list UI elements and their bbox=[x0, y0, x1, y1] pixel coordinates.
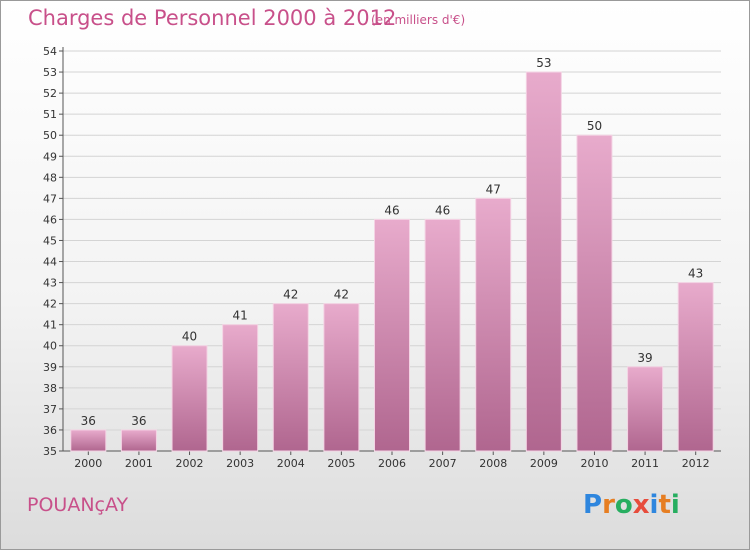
data-label: 46 bbox=[435, 203, 450, 217]
bar bbox=[374, 218, 410, 452]
y-tick-label: 40 bbox=[43, 340, 57, 353]
x-tick-label: 2011 bbox=[631, 457, 659, 470]
y-tick-label: 49 bbox=[43, 150, 57, 163]
chart-title: Charges de Personnel 2000 à 2012 bbox=[28, 6, 397, 30]
y-tick-label: 43 bbox=[43, 277, 57, 290]
data-label: 50 bbox=[587, 119, 602, 133]
bar bbox=[120, 429, 157, 452]
data-label: 42 bbox=[334, 288, 349, 302]
y-tick-label: 42 bbox=[43, 298, 57, 311]
bar bbox=[475, 197, 512, 452]
y-tick-label: 41 bbox=[43, 319, 57, 332]
x-tick-label: 2004 bbox=[277, 457, 305, 470]
x-tick-label: 2002 bbox=[176, 457, 204, 470]
bar bbox=[424, 218, 461, 452]
y-tick-label: 47 bbox=[43, 192, 57, 205]
logo-letter: i bbox=[670, 490, 680, 520]
x-tick-label: 2008 bbox=[479, 457, 507, 470]
logo-letter: r bbox=[602, 490, 615, 520]
bar bbox=[627, 366, 664, 452]
bar bbox=[525, 71, 562, 452]
data-label: 39 bbox=[637, 351, 652, 365]
chart-subtitle: (en milliers d'€) bbox=[371, 13, 466, 27]
bars bbox=[70, 71, 714, 452]
data-label: 47 bbox=[486, 182, 501, 196]
logo-letter: t bbox=[658, 490, 671, 520]
x-tick-label: 2007 bbox=[429, 457, 457, 470]
town-name: POUANçAY bbox=[27, 494, 129, 516]
y-tick-label: 44 bbox=[43, 256, 57, 269]
bar bbox=[677, 282, 714, 452]
x-tick-label: 2006 bbox=[378, 457, 406, 470]
x-tick-label: 2003 bbox=[226, 457, 254, 470]
data-label: 46 bbox=[384, 203, 399, 217]
labels: 35 36 37 38 39 40 41 42 43 44 45 46 47 48 49 50 51 52 53 54… bbox=[43, 45, 710, 470]
x-tick-label: 2009 bbox=[530, 457, 558, 470]
x-tick-label: 2012 bbox=[682, 457, 710, 470]
x-tick-label: 2000 bbox=[74, 457, 102, 470]
bar bbox=[576, 134, 613, 452]
x-tick-label: 2005 bbox=[327, 457, 355, 470]
y-tick-label: 53 bbox=[43, 66, 57, 79]
y-tick-label: 48 bbox=[43, 171, 57, 184]
logo-letter: o bbox=[614, 490, 633, 520]
y-tick-label: 45 bbox=[43, 234, 57, 247]
x-tick-label: 2010 bbox=[580, 457, 608, 470]
y-tick-label: 38 bbox=[43, 382, 57, 395]
proxiti-logo: Proxiti bbox=[583, 490, 680, 520]
bar bbox=[323, 303, 360, 452]
y-tick-label: 36 bbox=[43, 424, 57, 437]
bar bbox=[70, 429, 107, 452]
data-label: 36 bbox=[131, 414, 146, 428]
data-label: 42 bbox=[283, 288, 298, 302]
y-tick-label: 52 bbox=[43, 87, 57, 100]
y-tick-label: 37 bbox=[43, 403, 57, 416]
data-label: 36 bbox=[81, 414, 96, 428]
logo-letter: i bbox=[649, 490, 659, 520]
bar bbox=[171, 345, 208, 452]
data-label: 41 bbox=[233, 309, 248, 323]
y-tick-label: 39 bbox=[43, 361, 57, 374]
logo-letter: x bbox=[632, 490, 650, 520]
y-tick-label: 54 bbox=[43, 45, 57, 58]
bar bbox=[222, 324, 259, 452]
y-tick-label: 51 bbox=[43, 108, 57, 121]
x-tick-label: 2001 bbox=[125, 457, 153, 470]
data-label: 40 bbox=[182, 330, 197, 344]
data-label: 53 bbox=[536, 56, 551, 70]
y-tick-label: 35 bbox=[43, 445, 57, 458]
logo-letter: P bbox=[583, 490, 603, 520]
data-label: 43 bbox=[688, 267, 703, 281]
y-tick-label: 50 bbox=[43, 129, 57, 142]
bar bbox=[272, 303, 309, 452]
y-tick-label: 46 bbox=[43, 213, 57, 226]
